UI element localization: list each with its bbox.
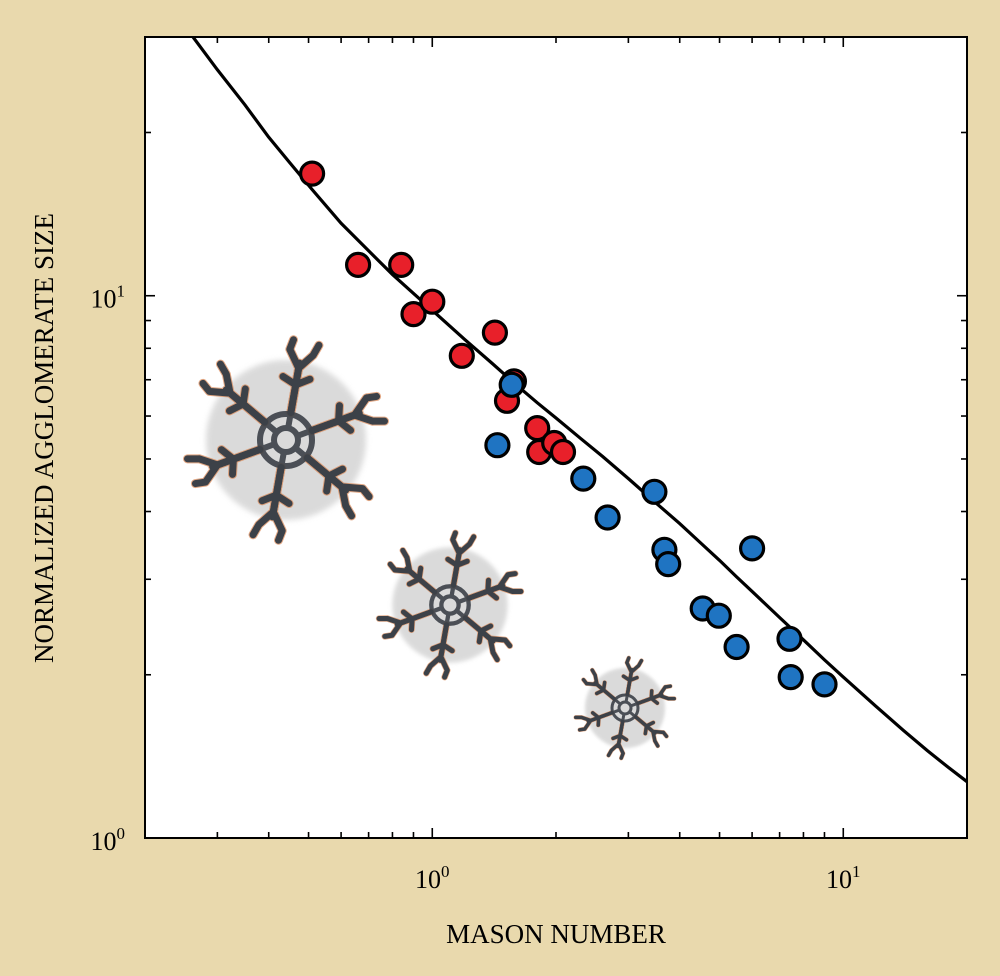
data-point-series1-11 [776, 625, 803, 652]
data-point-series0-3 [400, 301, 427, 328]
data-point-series0-4 [419, 288, 446, 315]
medium-agglomerate [378, 532, 521, 677]
x-tick-label-0: 100 [415, 862, 450, 894]
data-point-series0-2 [388, 251, 415, 278]
data-point-series1-12 [777, 663, 804, 691]
x-axis-title: MASON NUMBER [446, 919, 666, 949]
data-points [299, 160, 838, 698]
data-point-series0-0 [299, 160, 326, 187]
data-point-series0-1 [345, 251, 372, 278]
data-point-series1-4 [641, 478, 668, 505]
small-agglomerate [575, 658, 674, 759]
data-point-series1-2 [570, 465, 597, 492]
x-tick-label-1: 101 [826, 862, 861, 894]
fit-curve [190, 37, 967, 783]
data-point-series1-9 [723, 633, 750, 661]
data-point-series1-13 [811, 671, 838, 698]
y-tick-label-0: 100 [91, 824, 126, 856]
data-point-series1-0 [498, 371, 525, 398]
axis-ticks: 100 101 100 101 [91, 36, 968, 894]
data-point-series1-1 [484, 432, 511, 459]
data-point-series1-8 [705, 602, 732, 629]
data-point-series1-3 [594, 504, 621, 531]
data-point-series1-10 [738, 535, 766, 562]
data-point-series0-5 [448, 342, 475, 369]
y-axis-title: NORMALIZED AGGLOMERATE SIZE [29, 213, 59, 663]
agglomerate-insets [187, 339, 675, 758]
data-point-series0-12 [549, 438, 577, 466]
data-point-series1-6 [655, 550, 682, 578]
data-point-series0-6 [481, 319, 508, 346]
large-agglomerate [187, 339, 386, 541]
y-tick-label-1: 101 [91, 282, 126, 314]
